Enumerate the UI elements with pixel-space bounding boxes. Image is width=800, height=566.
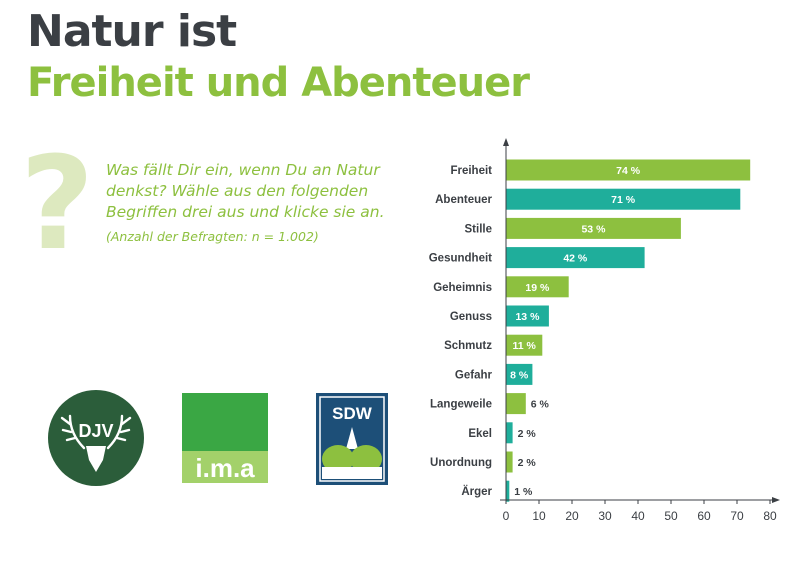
survey-question: Was fällt Dir ein, wenn Du an Natur denk… [106,161,385,221]
category-label: Schmutz [444,340,492,352]
bar-10 [506,422,513,444]
bar-11 [506,451,513,473]
value-label: 8 % [510,369,529,381]
category-label: Stille [465,223,492,235]
bar-5 [506,276,569,298]
bar-12 [506,480,510,502]
bar-7 [506,334,543,356]
value-label: 2 % [518,428,537,440]
bar-9 [506,393,526,415]
bar-8 [506,363,533,385]
bar-1 [506,159,751,181]
value-label: 42 % [563,253,588,265]
category-label: Abenteuer [435,194,492,206]
category-label: Gesundheit [429,253,492,265]
value-label: 74 % [616,165,641,177]
bar-3 [506,217,681,239]
djv-logo: DJV [48,390,144,486]
x-tick-label: 60 [697,509,711,523]
x-tick-label: 0 [503,509,510,523]
x-tick-label: 30 [598,509,612,523]
bar-6 [506,305,549,327]
x-tick-label: 80 [763,509,777,523]
bar-2 [506,188,741,210]
x-tick-label: 10 [532,509,546,523]
category-label: Geheimnis [433,282,492,294]
y-axis-arrow [503,138,509,146]
question-mark-icon: ? [20,130,95,279]
category-label: Freiheit [450,165,492,177]
x-tick-label: 20 [565,509,579,523]
sdw-logo-text: SDW [332,404,373,423]
sample-size-note: (Anzahl der Befragten: n = 1.002) [106,229,319,244]
value-label: 19 % [525,282,550,294]
ima-logo: i.m.a [182,393,268,483]
value-label: 11 % [512,340,536,352]
title-line-1: Natur ist [27,6,237,57]
value-label: 13 % [515,311,540,323]
value-label: 6 % [531,399,550,411]
category-label: Ekel [468,428,492,440]
value-label: 2 % [518,457,537,469]
djv-logo-text: DJV [78,421,113,441]
value-label: 71 % [611,194,636,206]
value-label: 53 % [581,223,606,235]
x-tick-label: 50 [664,509,678,523]
category-label: Langeweile [430,399,492,411]
ima-logo-text: i.m.a [195,453,255,483]
bar-4 [506,247,645,269]
x-tick-label: 40 [631,509,645,523]
sdw-logo: SDW [316,393,388,485]
category-label: Ärger [461,485,492,498]
category-label: Gefahr [455,369,493,381]
category-label: Genuss [450,311,492,323]
x-axis-arrow [772,497,780,503]
value-label: 1 % [514,486,533,498]
category-label: Unordnung [430,457,492,469]
title-line-2: Freiheit und Abenteuer [27,60,530,106]
x-tick-label: 70 [730,509,744,523]
